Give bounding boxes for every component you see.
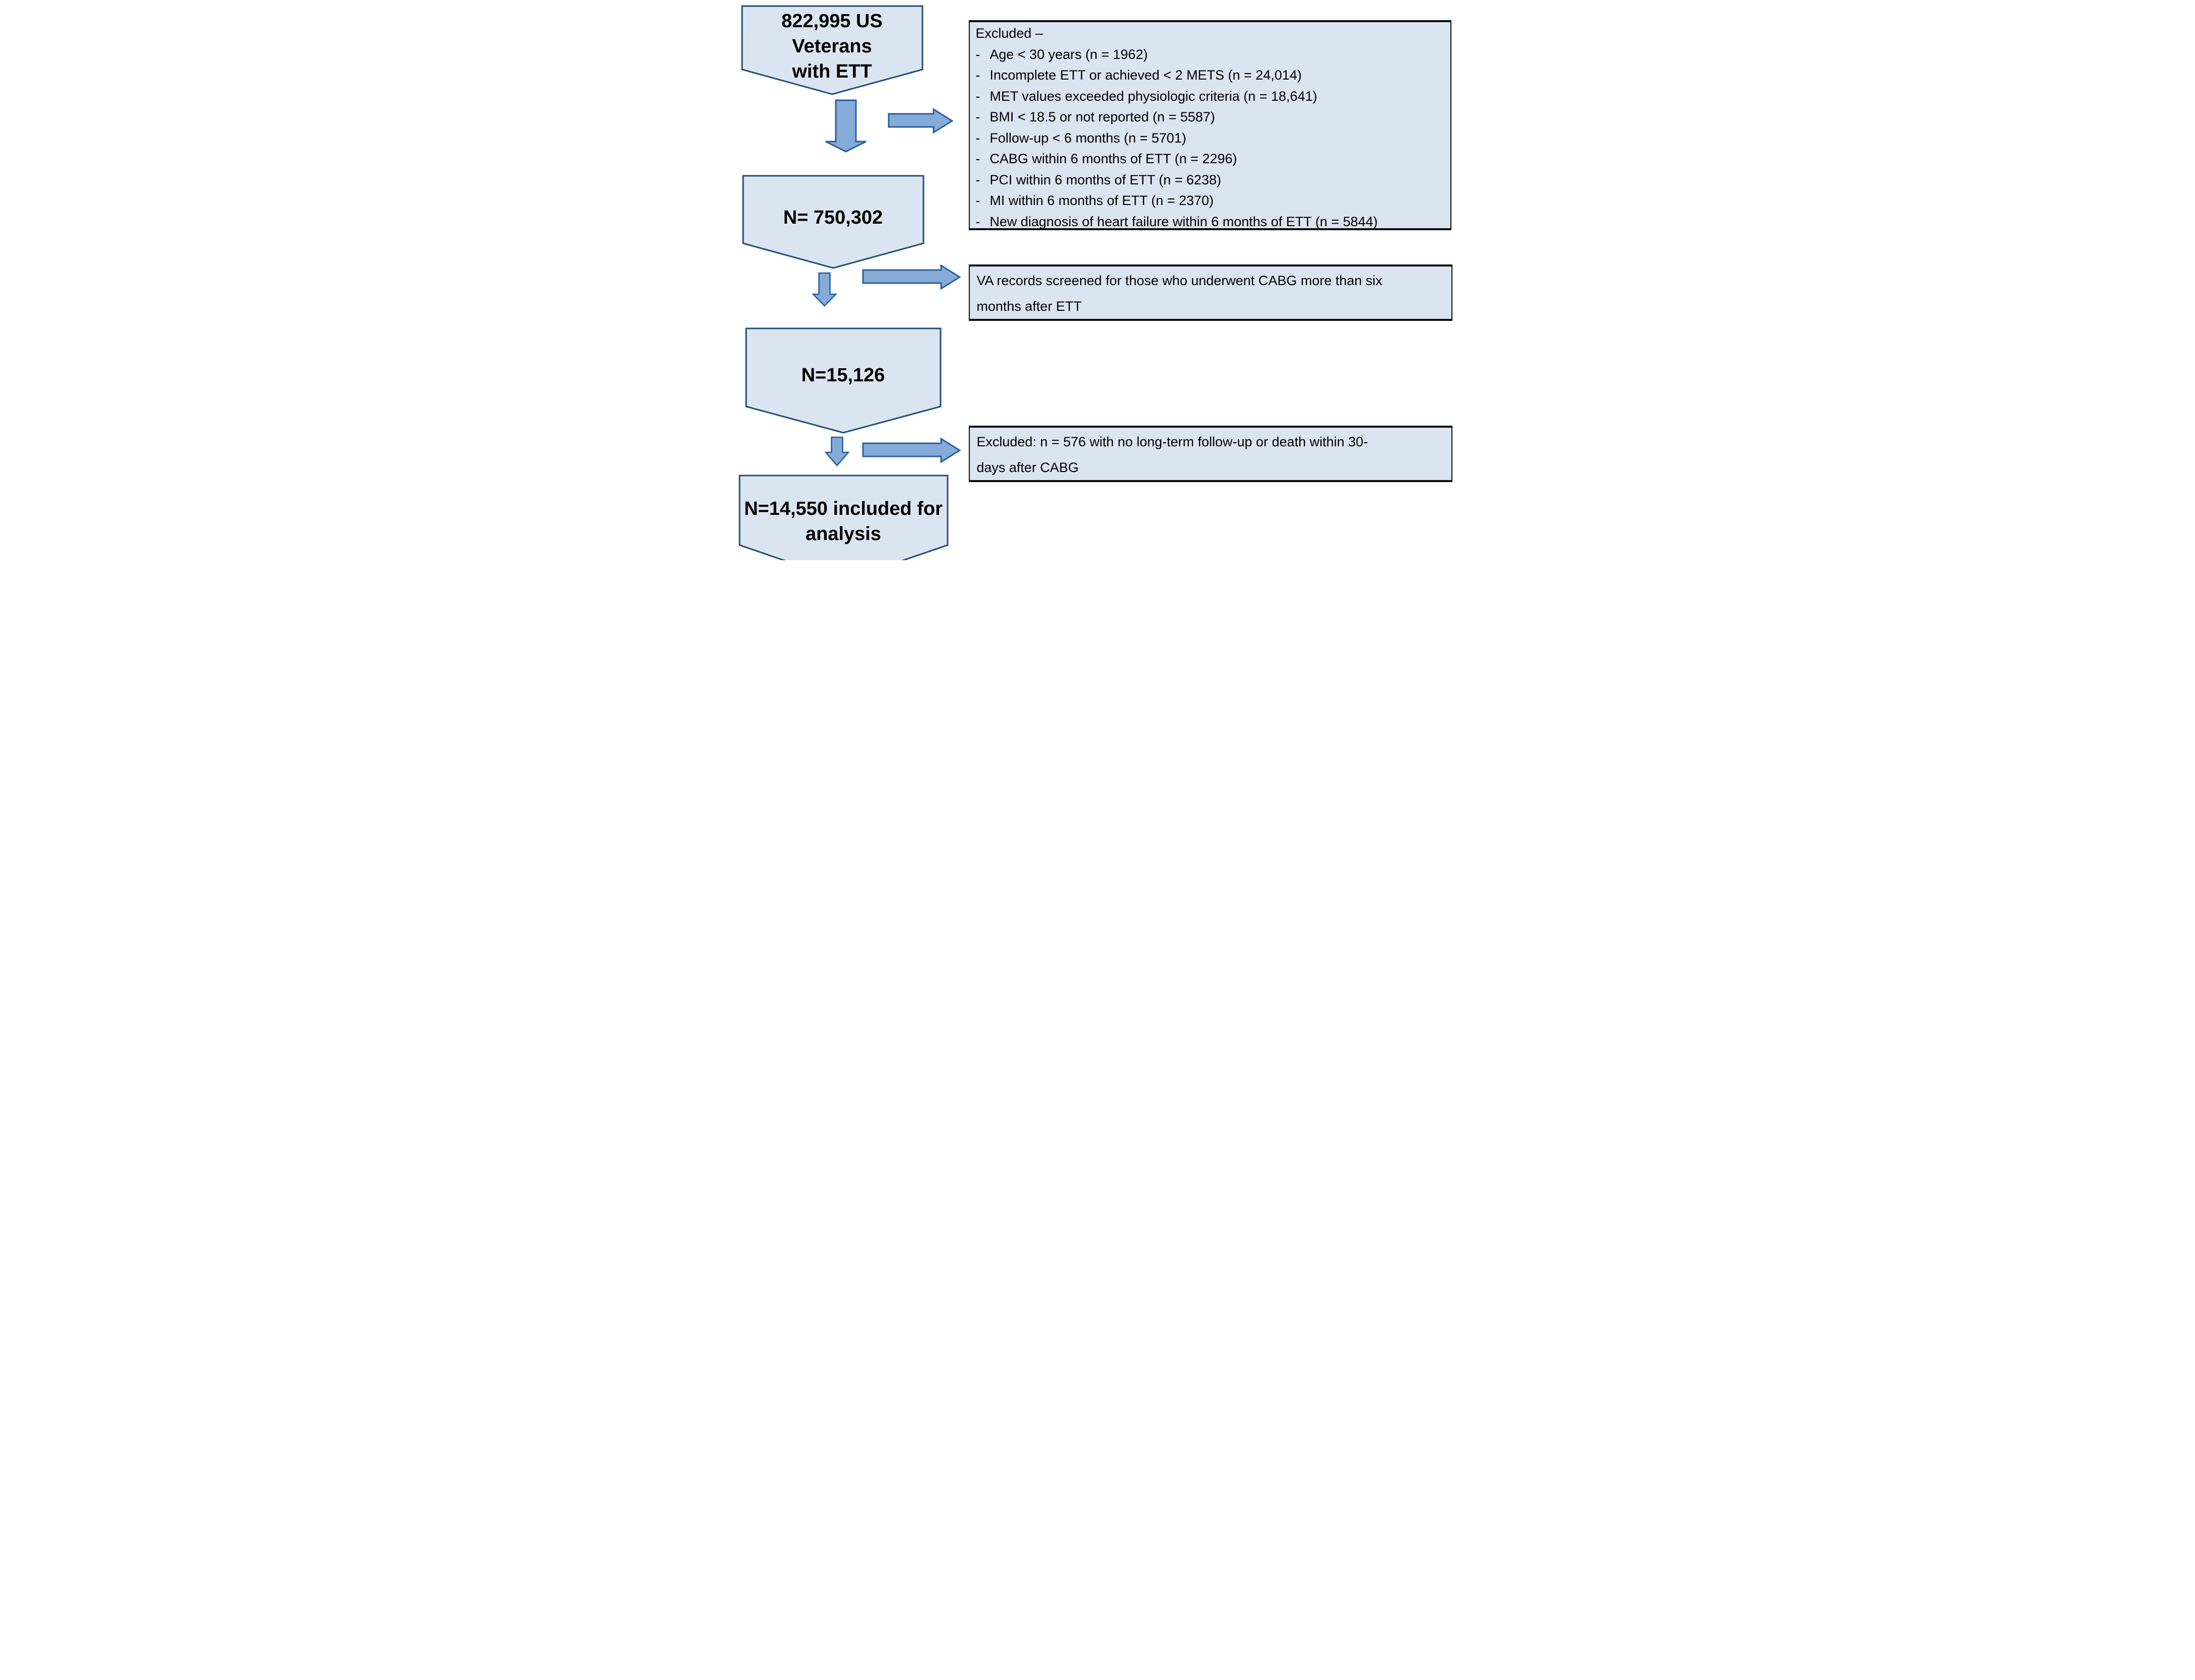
exclusion-item-text: BMI < 18.5 or not reported (n = 5587) <box>989 109 1215 124</box>
right-arrow-icon <box>888 108 953 133</box>
exclusion-item: - BMI < 18.5 or not reported (n = 5587) <box>976 107 1445 128</box>
right-arrow-icon <box>862 438 961 463</box>
down-arrow-icon <box>812 272 837 307</box>
exclusion-item-text: MET values exceeded physiologic criteria… <box>989 88 1317 104</box>
dash-bullet: - <box>975 68 980 83</box>
exclusion-item-text: Incomplete ETT or achieved < 2 METS (n =… <box>989 68 1302 83</box>
right-arrow-shape <box>862 438 961 463</box>
cohort-box-15126 <box>745 327 941 434</box>
pentagon-shape <box>745 327 941 434</box>
exclusion-title: Excluded – <box>975 26 1043 41</box>
exclusion-item-text: PCI within 6 months of ETT (n = 6238) <box>989 172 1221 187</box>
down-arrow-shape <box>825 99 867 153</box>
cohort-box-final <box>739 475 948 560</box>
down-arrow-icon <box>825 99 867 153</box>
cohort-flow-diagram: 822,995 US Veterans with ETT Excluded – … <box>731 0 1464 560</box>
dash-bullet: - <box>975 172 980 187</box>
right-arrow-icon <box>862 264 961 290</box>
excluded-576-line2: days after CABG <box>976 460 1079 475</box>
exclusion-item: - MI within 6 months of ETT (n = 2370) <box>976 190 1445 212</box>
dash-bullet: - <box>975 130 980 146</box>
excluded-576-line1: Excluded: n = 576 with no long-term foll… <box>976 434 1368 449</box>
exclusion-item: - PCI within 6 months of ETT (n = 6238) <box>976 170 1445 191</box>
exclusion-item-text: CABG within 6 months of ETT (n = 2296) <box>989 151 1237 166</box>
exclusion-criteria-panel: Excluded – - Age < 30 years (n = 1962) -… <box>968 20 1451 233</box>
down-arrow-icon <box>824 436 849 466</box>
exclusion-item: - Age < 30 years (n = 1962) <box>976 44 1445 65</box>
exclusion-item-text: MI within 6 months of ETT (n = 2370) <box>989 193 1214 208</box>
dash-bullet: - <box>975 46 980 62</box>
down-arrow-shape <box>812 272 837 307</box>
exclusion-item-text: Follow-up < 6 months (n = 5701) <box>989 130 1186 146</box>
exclusion-item: - Incomplete ETT or achieved < 2 METS (n… <box>976 65 1445 86</box>
down-arrow-shape <box>824 436 849 466</box>
dash-bullet: - <box>975 109 980 124</box>
exclusion-item-text: New diagnosis of heart failure within 6 … <box>989 214 1378 229</box>
dash-bullet: - <box>975 214 980 229</box>
pentagon-shape <box>741 5 923 95</box>
va-records-panel: VA records screened for those who underw… <box>968 264 1452 321</box>
va-records-line1: VA records screened for those who underw… <box>976 273 1382 288</box>
dash-bullet: - <box>975 151 980 166</box>
right-arrow-shape <box>888 108 953 133</box>
cohort-box-initial <box>741 5 923 95</box>
exclusion-item: - MET values exceeded physiologic criter… <box>976 86 1445 107</box>
exclusion-item-text: Age < 30 years (n = 1962) <box>989 46 1148 62</box>
cohort-box-750302 <box>742 175 924 269</box>
exclusion-item: - CABG within 6 months of ETT (n = 2296) <box>976 149 1445 170</box>
va-records-line2: months after ETT <box>976 299 1082 314</box>
pentagon-shape <box>742 175 924 269</box>
exclusion-item: - Follow-up < 6 months (n = 5701) <box>976 128 1445 149</box>
exclusion-item: - New diagnosis of heart failure within … <box>976 212 1445 233</box>
dash-bullet: - <box>975 193 980 208</box>
right-arrow-shape <box>862 264 961 290</box>
pentagon-shape <box>739 475 948 560</box>
excluded-576-panel: Excluded: n = 576 with no long-term foll… <box>968 426 1452 482</box>
dash-bullet: - <box>975 88 980 104</box>
